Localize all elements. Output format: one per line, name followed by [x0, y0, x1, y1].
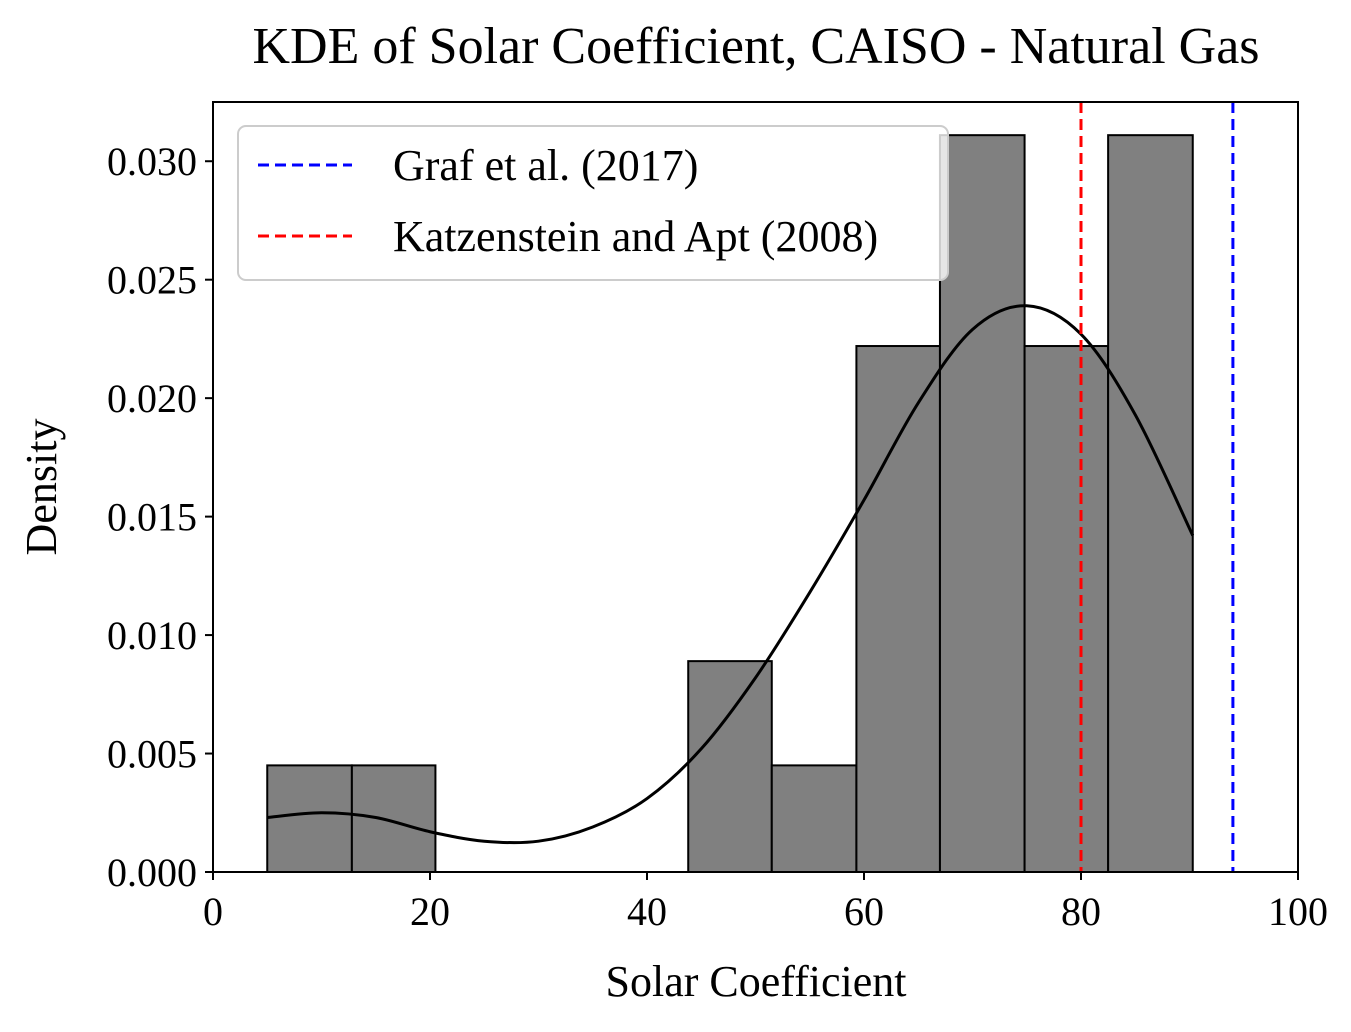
y-tick-label: 0.005	[107, 732, 197, 777]
histogram-bar	[1107, 134, 1194, 873]
legend-label-graf: Graf et al. (2017)	[393, 141, 698, 190]
x-tick-label: 20	[410, 889, 450, 934]
x-axis-label: Solar Coefficient	[606, 957, 907, 1006]
histogram-bar	[687, 660, 773, 874]
y-tick-label: 0.030	[107, 139, 197, 184]
x-tick-label: 60	[844, 889, 884, 934]
y-tick-label: 0.000	[107, 850, 197, 895]
histogram-bar	[855, 345, 941, 873]
x-tick-label: 100	[1268, 889, 1328, 934]
x-tick-label: 80	[1061, 889, 1101, 934]
histogram-bar	[938, 134, 1026, 873]
kde-curve	[267, 304, 1195, 845]
histogram-bars	[266, 134, 1194, 874]
chart-title: KDE of Solar Coefficient, CAISO - Natura…	[252, 18, 1259, 75]
legend: Graf et al. (2017) Katzenstein and Apt (…	[237, 125, 949, 281]
histogram-bar	[266, 764, 353, 874]
y-tick-label: 0.020	[107, 376, 197, 421]
histogram-bar	[350, 764, 437, 874]
kde-curve-layer	[267, 304, 1195, 845]
y-tick-label: 0.010	[107, 613, 197, 658]
y-axis-label: Density	[17, 419, 66, 556]
legend-label-katzenstein: Katzenstein and Apt (2008)	[393, 212, 878, 261]
legend-box	[237, 125, 949, 281]
histogram-bar	[770, 764, 858, 874]
x-tick-label: 40	[627, 889, 667, 934]
x-tick-label: 0	[203, 889, 223, 934]
y-axis: 0.000 0.005 0.010 0.015 0.020 0.025 0.030	[107, 139, 213, 895]
y-tick-label: 0.015	[107, 495, 197, 540]
x-axis: 0 20 40 60 80 100	[203, 872, 1328, 934]
histogram-bar	[1023, 345, 1110, 873]
reference-lines	[1079, 102, 1235, 872]
y-tick-label: 0.025	[107, 258, 197, 303]
plot-frame	[212, 101, 1299, 873]
